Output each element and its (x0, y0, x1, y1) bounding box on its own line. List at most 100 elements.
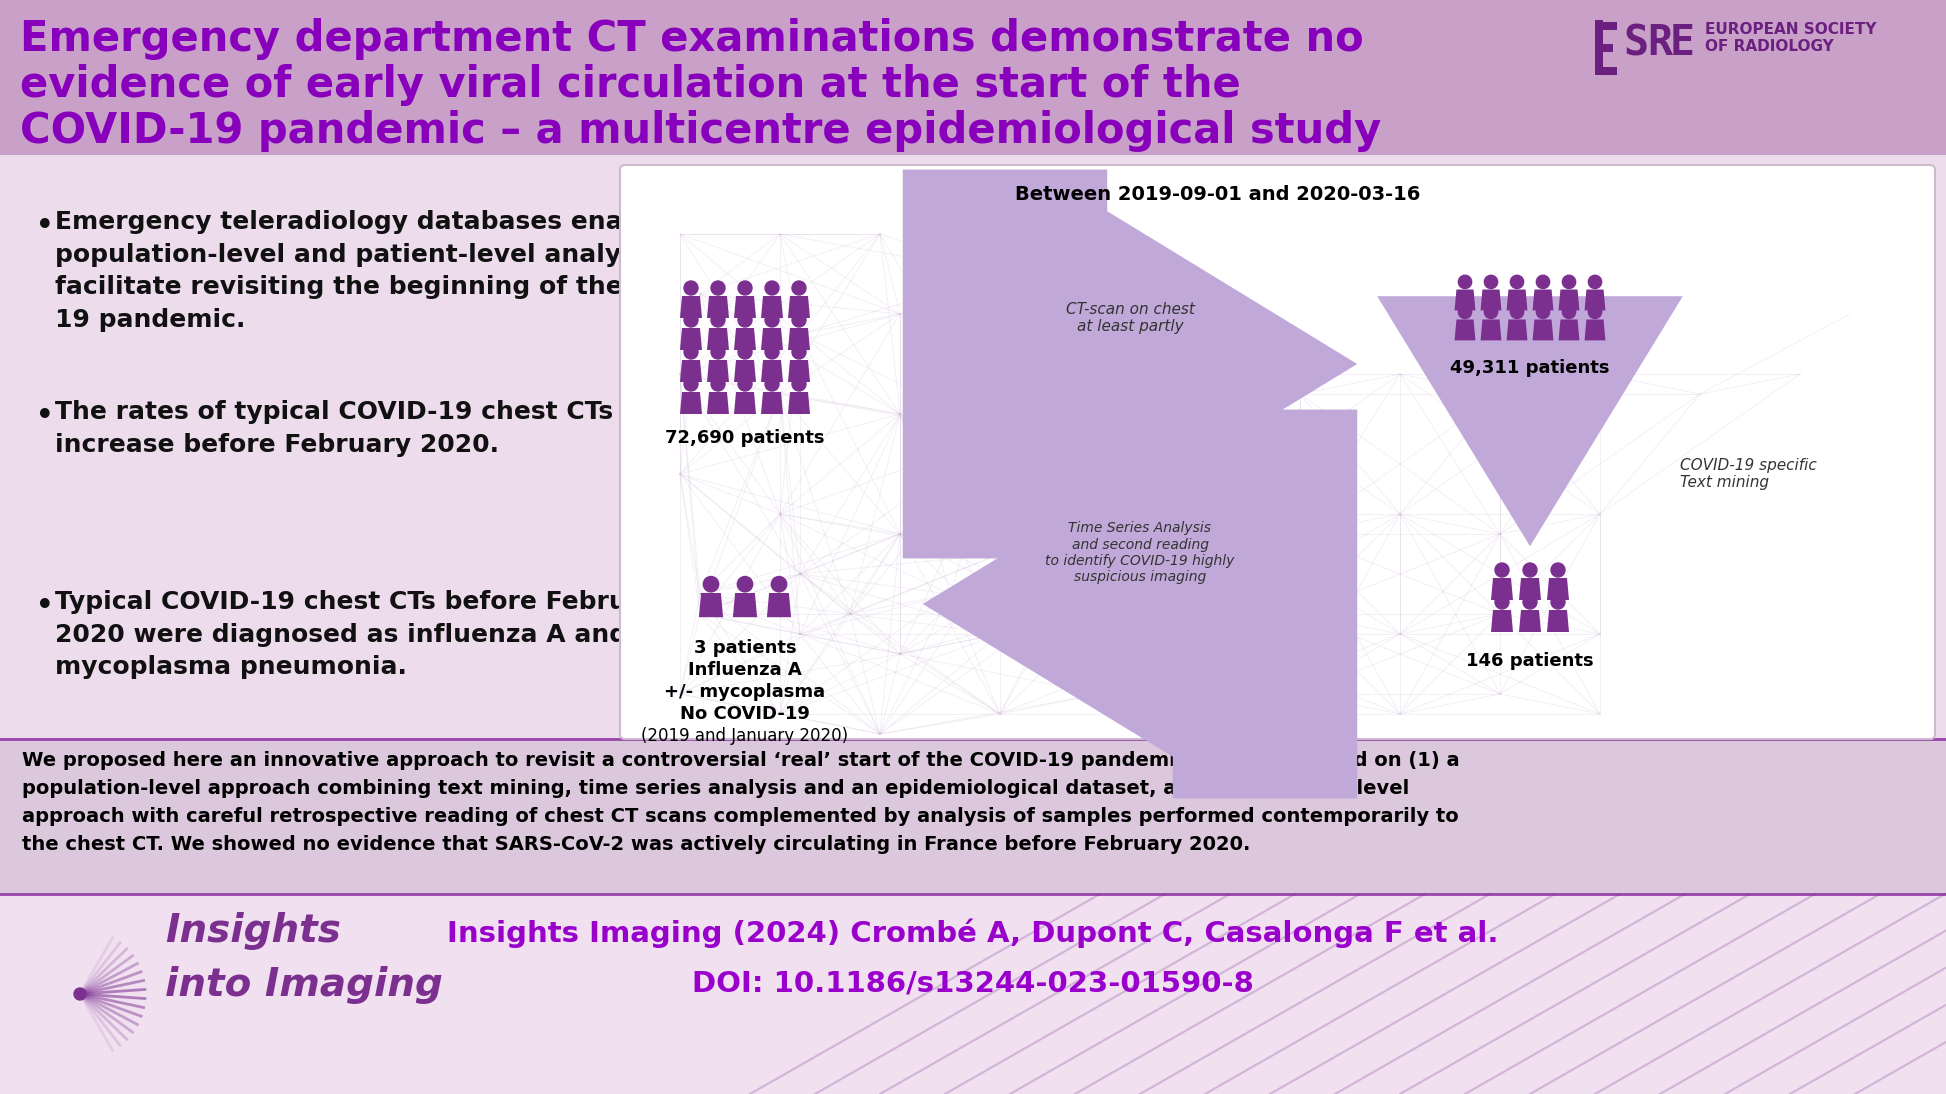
Circle shape (792, 313, 806, 327)
Polygon shape (734, 593, 757, 617)
Text: evidence of early viral circulation at the start of the: evidence of early viral circulation at t… (19, 65, 1242, 106)
Text: Insights: Insights (165, 912, 341, 950)
Circle shape (683, 313, 699, 327)
Circle shape (683, 345, 699, 359)
Polygon shape (734, 328, 755, 350)
Polygon shape (761, 392, 782, 414)
Polygon shape (1547, 610, 1568, 632)
Circle shape (738, 577, 753, 592)
Circle shape (1485, 276, 1498, 289)
Text: into Imaging: into Imaging (165, 966, 444, 1004)
Polygon shape (1520, 610, 1541, 632)
Polygon shape (1559, 290, 1580, 311)
Polygon shape (1506, 290, 1528, 311)
Circle shape (1495, 595, 1508, 609)
Polygon shape (706, 328, 730, 350)
Polygon shape (761, 296, 782, 318)
Polygon shape (788, 360, 810, 382)
Polygon shape (1506, 319, 1528, 340)
Circle shape (1551, 563, 1565, 577)
Text: EUROPEAN SOCIETY
OF RADIOLOGY: EUROPEAN SOCIETY OF RADIOLOGY (1705, 22, 1876, 55)
FancyBboxPatch shape (1596, 20, 1604, 75)
Circle shape (738, 313, 751, 327)
Circle shape (1588, 305, 1602, 318)
Text: Typical COVID-19 chest CTs before February
2020 were diagnosed as influenza A an: Typical COVID-19 chest CTs before Februa… (54, 590, 673, 679)
Text: Between 2019-09-01 and 2020-03-16: Between 2019-09-01 and 2020-03-16 (1014, 185, 1421, 203)
Circle shape (1510, 276, 1524, 289)
Polygon shape (1559, 319, 1580, 340)
Text: Influenza A: Influenza A (689, 661, 802, 679)
Text: The rates of typical COVID-19 chest CTs did not
increase before February 2020.: The rates of typical COVID-19 chest CTs … (54, 400, 722, 456)
FancyBboxPatch shape (1596, 44, 1613, 53)
Polygon shape (1454, 290, 1475, 311)
Circle shape (1551, 595, 1565, 609)
Polygon shape (706, 360, 730, 382)
Polygon shape (1481, 319, 1502, 340)
Polygon shape (788, 328, 810, 350)
FancyBboxPatch shape (0, 894, 1946, 1094)
Polygon shape (1533, 319, 1553, 340)
Text: •: • (35, 210, 54, 243)
Circle shape (738, 377, 751, 391)
Circle shape (710, 345, 726, 359)
Polygon shape (734, 392, 755, 414)
Text: 3 patients: 3 patients (693, 639, 796, 657)
Circle shape (1458, 276, 1471, 289)
Polygon shape (788, 392, 810, 414)
Text: 49,311 patients: 49,311 patients (1450, 359, 1609, 377)
Circle shape (683, 377, 699, 391)
Circle shape (710, 377, 726, 391)
FancyBboxPatch shape (621, 165, 1934, 740)
Circle shape (710, 313, 726, 327)
Circle shape (703, 577, 718, 592)
Polygon shape (1491, 610, 1512, 632)
Polygon shape (706, 296, 730, 318)
Circle shape (765, 345, 778, 359)
Circle shape (74, 988, 86, 1000)
Text: Insights Imaging (2024) Crombé A, Dupont C, Casalonga F et al.: Insights Imaging (2024) Crombé A, Dupont… (448, 919, 1498, 948)
Circle shape (765, 377, 778, 391)
Circle shape (1563, 276, 1576, 289)
Text: CT-scan on chest
at least partly: CT-scan on chest at least partly (1066, 302, 1195, 334)
Polygon shape (1547, 578, 1568, 600)
Circle shape (738, 281, 751, 295)
Text: Emergency teleradiology databases enable both
population-level and patient-level: Emergency teleradiology databases enable… (54, 210, 739, 331)
Polygon shape (1584, 290, 1605, 311)
Polygon shape (1520, 578, 1541, 600)
Text: E: E (1670, 22, 1695, 65)
Text: SR: SR (1623, 22, 1674, 65)
FancyBboxPatch shape (0, 0, 1946, 155)
Polygon shape (734, 296, 755, 318)
Circle shape (683, 281, 699, 295)
Polygon shape (1584, 319, 1605, 340)
Circle shape (710, 281, 726, 295)
Text: •: • (35, 400, 54, 433)
Text: 72,690 patients: 72,690 patients (666, 429, 825, 447)
Polygon shape (679, 360, 703, 382)
Polygon shape (767, 593, 792, 617)
Polygon shape (1491, 578, 1512, 600)
Circle shape (765, 313, 778, 327)
Circle shape (792, 377, 806, 391)
Circle shape (1458, 305, 1471, 318)
Circle shape (1524, 563, 1537, 577)
FancyBboxPatch shape (0, 740, 1946, 894)
Polygon shape (734, 360, 755, 382)
Circle shape (1485, 305, 1498, 318)
Polygon shape (679, 328, 703, 350)
Text: •: • (35, 590, 54, 622)
Circle shape (738, 345, 751, 359)
Text: (2019 and January 2020): (2019 and January 2020) (642, 728, 848, 745)
Text: COVID-19 specific
Text mining: COVID-19 specific Text mining (1679, 457, 1818, 490)
Circle shape (771, 577, 786, 592)
Polygon shape (761, 328, 782, 350)
Text: DOI: 10.1186/s13244-023-01590-8: DOI: 10.1186/s13244-023-01590-8 (693, 969, 1253, 997)
Circle shape (792, 281, 806, 295)
Polygon shape (761, 360, 782, 382)
Circle shape (1495, 563, 1508, 577)
Text: COVID-19 pandemic – a multicentre epidemiological study: COVID-19 pandemic – a multicentre epidem… (19, 110, 1382, 152)
Text: 146 patients: 146 patients (1465, 652, 1594, 670)
Polygon shape (1481, 290, 1502, 311)
Text: Emergency department CT examinations demonstrate no: Emergency department CT examinations dem… (19, 18, 1364, 60)
Polygon shape (1454, 319, 1475, 340)
